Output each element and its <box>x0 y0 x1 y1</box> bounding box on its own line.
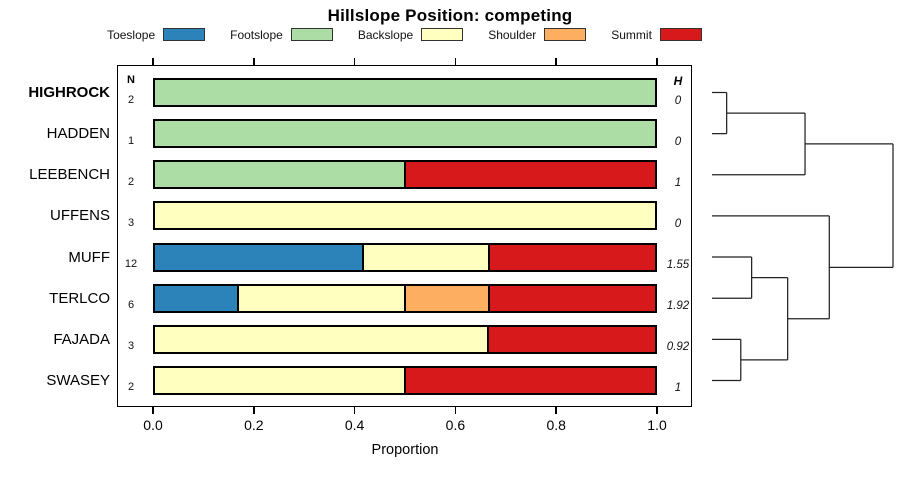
stacked-bar <box>153 365 657 395</box>
bar-segment-summit <box>404 162 655 188</box>
n-value: 12 <box>124 258 138 271</box>
bar-segment-footslope <box>155 80 655 105</box>
h-value: 0.92 <box>666 341 690 354</box>
x-axis-tick-top <box>253 58 255 65</box>
row-label: LEEBENCH <box>29 166 110 184</box>
h-value: 1 <box>674 176 682 189</box>
n-value: 2 <box>127 381 135 394</box>
row-label: SWASEY <box>46 371 110 389</box>
row-label: TERLCO <box>49 289 110 307</box>
h-value: 0 <box>674 217 682 230</box>
legend-swatch-shoulder-icon <box>544 28 587 41</box>
bar-segment-footslope <box>155 121 655 147</box>
bar-segment-footslope <box>155 162 404 188</box>
x-axis-tick-label: 0.8 <box>546 417 566 433</box>
legend-swatch-backslope-icon <box>421 28 464 41</box>
legend-swatch-footslope-icon <box>290 28 333 41</box>
n-value: 6 <box>127 299 135 312</box>
h-column-header: H <box>673 74 683 88</box>
row-label: HADDEN <box>46 125 110 143</box>
x-axis-tick-bottom <box>152 407 154 414</box>
bar-segment-backslope <box>155 367 404 393</box>
x-axis-tick-bottom <box>656 407 658 414</box>
row-label: UFFENS <box>50 207 110 225</box>
row-label: HIGHROCK <box>28 84 110 101</box>
x-axis-tick-top <box>656 58 658 65</box>
bar-segment-toeslope <box>155 285 238 311</box>
n-value: 2 <box>127 93 135 106</box>
h-value: 0 <box>674 135 682 148</box>
legend-swatch-summit-icon <box>659 28 702 41</box>
h-value: 0 <box>674 94 682 107</box>
legend-item-backslope: Backslope <box>357 27 464 42</box>
h-value: 1.55 <box>666 259 690 272</box>
bar-segment-summit <box>404 367 655 393</box>
bar-segment-backslope <box>155 326 488 352</box>
legend-label: Shoulder <box>488 27 537 42</box>
legend-label: Footslope <box>230 27 283 42</box>
legend-swatch-toeslope-icon <box>163 28 206 41</box>
x-axis-tick-label: 0.0 <box>143 417 163 433</box>
legend-item-toeslope: Toeslope <box>107 27 206 42</box>
x-axis-tick-top <box>454 58 457 65</box>
legend-label: Backslope <box>357 27 414 42</box>
stacked-bar <box>153 201 657 231</box>
x-axis-tick-top <box>152 58 154 65</box>
legend-label: Toeslope <box>107 27 156 42</box>
x-axis-tick-top <box>555 58 557 65</box>
bar-segment-shoulder <box>404 285 489 311</box>
stacked-bar <box>153 119 657 149</box>
legend-item-footslope: Footslope <box>230 28 333 42</box>
x-axis-tick-bottom <box>253 407 255 414</box>
row-label: FAJADA <box>53 330 110 348</box>
x-axis-tick-bottom <box>555 407 557 414</box>
legend-label: Summit <box>611 27 652 42</box>
stacked-bar <box>153 78 657 107</box>
h-value: 1.92 <box>666 300 690 313</box>
legend: Toeslope Footslope Backslope Shoulder Summit <box>107 27 702 42</box>
x-axis-tick-label: 0.2 <box>244 417 264 433</box>
n-value: 1 <box>127 134 135 147</box>
bar-segment-summit <box>487 244 655 270</box>
n-value: 3 <box>127 216 135 229</box>
x-axis-tick-label: 0.6 <box>445 417 466 433</box>
h-value: 1 <box>674 382 682 395</box>
n-value: 2 <box>127 175 135 188</box>
stacked-bar <box>153 242 657 272</box>
stacked-bar <box>153 283 657 313</box>
plot-area <box>117 65 692 407</box>
legend-item-summit: Summit <box>611 28 702 42</box>
legend-item-shoulder: Shoulder <box>488 27 587 42</box>
stacked-bar <box>153 324 657 354</box>
x-axis-tick-bottom <box>454 407 457 414</box>
x-axis-tick-label: 0.4 <box>344 417 365 433</box>
bar-segment-toeslope <box>155 244 362 270</box>
bar-segment-summit <box>488 285 655 311</box>
bar-segment-backslope <box>361 244 488 270</box>
bar-segment-summit <box>487 326 655 352</box>
bar-segment-backslope <box>237 285 404 311</box>
x-axis-tick-label: 1.0 <box>647 417 667 433</box>
row-label: MUFF <box>68 248 110 266</box>
x-axis-title: Proportion <box>371 442 439 458</box>
n-column-header: N <box>127 74 135 86</box>
bar-segment-backslope <box>155 203 655 229</box>
stacked-bar <box>153 160 657 190</box>
x-axis-tick-bottom <box>353 407 356 414</box>
chart-title: Hillslope Position: competing <box>327 6 573 25</box>
x-axis-tick-top <box>353 58 356 65</box>
n-value: 3 <box>127 340 135 353</box>
